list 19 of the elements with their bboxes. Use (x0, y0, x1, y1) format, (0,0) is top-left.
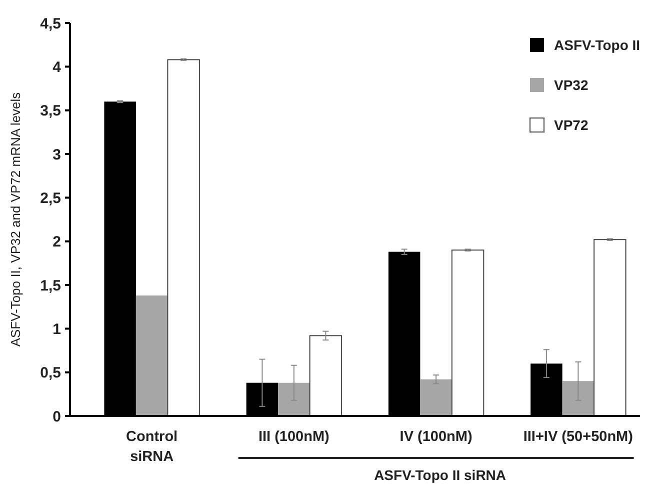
y-tick-label: 0,5 (40, 364, 61, 382)
y-tick-label: 1 (52, 320, 61, 338)
y-tick-label: 2 (52, 234, 61, 251)
legend-label: ASFV-Topo II (554, 36, 640, 53)
y-tick-label: 4 (52, 58, 62, 76)
y-tick-label: 3 (52, 146, 61, 164)
x-tick-label: IV (100nM) (400, 429, 472, 445)
x-tick-label: III+IV (50+50nM) (523, 429, 634, 445)
y-tick-label: 0 (52, 408, 61, 426)
x-axis-title: ASFV-Topo II siRNA (374, 467, 506, 483)
y-tick-label: 3,5 (40, 102, 61, 120)
y-tick-label: 2,5 (40, 190, 61, 207)
x-tick-label: III (100nM) (258, 429, 330, 445)
legend-label: VP72 (554, 116, 588, 133)
y-tick-label: 4,5 (40, 15, 61, 32)
legend-label: VP32 (554, 76, 588, 93)
y-axis-title: ASFV-Topo II, VP32 and VP72 mRNA levels (8, 92, 23, 347)
x-tick-label: Control siRNA (126, 429, 178, 465)
y-tick-label: 1,5 (40, 277, 61, 294)
